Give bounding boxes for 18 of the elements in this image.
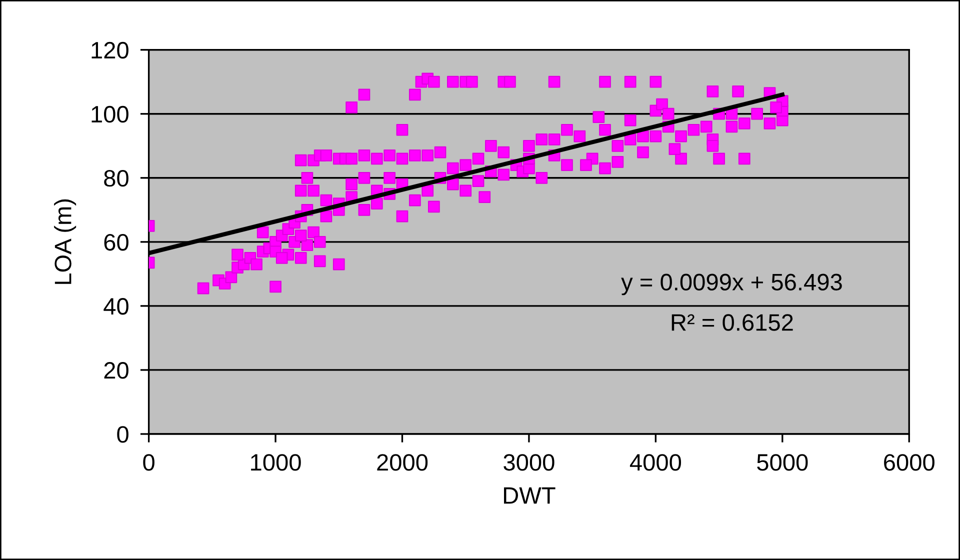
y-axis-title: LOA (m)	[54, 199, 76, 284]
y-tick-label: 80	[104, 170, 128, 187]
annotation: R² = 0.6152	[672, 314, 793, 331]
annotation: y = 0.0099x + 56.493	[621, 274, 842, 296]
y-tick-label: 20	[104, 362, 128, 379]
y-tick-label: 40	[104, 298, 128, 315]
y-tick-label: 100	[92, 106, 128, 123]
y-tick-label: 120	[92, 42, 128, 59]
x-tick-label: 2000	[377, 454, 428, 471]
x-tick-label: 6000	[884, 454, 934, 471]
x-tick-label: 3000	[504, 454, 554, 471]
y-tick-label: 60	[104, 234, 128, 251]
x-axis-title: DWT	[504, 487, 556, 504]
x-tick-label: 1000	[251, 454, 301, 471]
x-tick-label: 5000	[757, 454, 808, 471]
y-tick-label: 0	[117, 426, 128, 443]
x-tick-label: 4000	[630, 454, 682, 471]
x-tick-label: 0	[143, 454, 154, 471]
